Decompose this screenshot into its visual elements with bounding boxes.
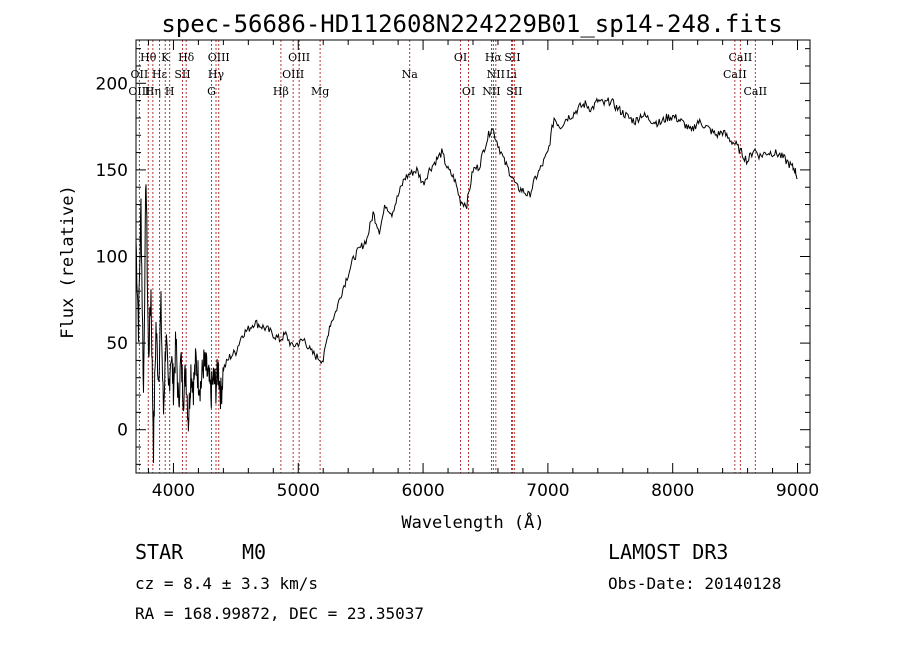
x-tick-label: 7000	[526, 481, 569, 501]
spectral-line-label: NII	[482, 85, 500, 98]
y-tick-label: 100	[96, 248, 128, 268]
x-axis-label: Wavelength (Å)	[401, 511, 544, 533]
spectral-line-label: OI	[454, 51, 467, 64]
spectral-line-label: OIII	[208, 51, 230, 64]
observation-date: Obs-Date: 20140128	[608, 574, 781, 593]
survey-name: LAMOST DR3	[608, 540, 728, 564]
spectral-line-label: Hγ	[208, 68, 225, 81]
spectrum-line	[135, 97, 798, 464]
y-tick-label: 0	[117, 421, 128, 441]
spectral-line-label: Mg	[311, 85, 329, 98]
spectrum-series	[135, 97, 798, 464]
spectral-line-label: CaII	[729, 51, 753, 64]
spectral-line-label: OI	[462, 85, 475, 98]
spectral-line-markers: Hθ OII OIII K Hε Hη SII H Hδ OIII Hγ G Hβ OIII OIII Mg N…	[128, 40, 767, 473]
spectral-line-label: OIII	[282, 68, 304, 81]
spectral-line-label: H	[165, 85, 175, 98]
y-axis: 0 50 100 150 200	[96, 48, 810, 465]
ra-dec: RA = 168.99872, DEC = 23.35037	[135, 604, 424, 623]
spectral-line-label: Na	[402, 68, 419, 81]
object-class: STAR	[135, 540, 184, 564]
y-tick-label: 200	[96, 74, 128, 94]
spectral-line-label: CaII	[723, 68, 747, 81]
spectral-line-label: Hθ	[140, 51, 157, 64]
x-tick-label: 8000	[651, 481, 694, 501]
spectral-line-label: NII	[487, 68, 505, 81]
x-tick-label: 9000	[776, 481, 819, 501]
spectral-line-label: Hβ	[273, 85, 289, 98]
spectral-line-label: SII	[506, 85, 522, 98]
y-tick-label: 50	[106, 334, 128, 354]
y-tick-label: 150	[96, 161, 128, 181]
spectral-line-label: Li	[506, 68, 517, 81]
spectral-line-label: OIII	[128, 85, 150, 98]
chart-title: spec-56686-HD112608N224229B01_sp14-248.f…	[161, 10, 782, 38]
x-axis: 4000 5000 6000 7000 8000 9000	[147, 40, 819, 501]
spectral-line-label: Hε	[152, 68, 168, 81]
x-tick-label: 6000	[401, 481, 444, 501]
redshift-cz: cz = 8.4 ± 3.3 km/s	[135, 574, 318, 593]
x-tick-label: 4000	[152, 481, 195, 501]
spectral-line-label: OII	[131, 68, 149, 81]
plot-frame	[135, 39, 811, 474]
object-subclass: M0	[242, 540, 266, 564]
x-tick-label: 5000	[277, 481, 320, 501]
spectral-line-label: CaII	[743, 85, 767, 98]
spectral-line-label: K	[161, 51, 170, 64]
spectral-line-label: Hη	[145, 85, 161, 98]
spectral-line-label: SII	[504, 51, 520, 64]
spectral-line-label: G	[207, 85, 216, 98]
spectral-line-label: Hδ	[178, 51, 195, 64]
spectral-line-label: Hα	[485, 51, 503, 64]
spectral-line-label: OIII	[288, 51, 310, 64]
spectral-line-label: SII	[174, 68, 190, 81]
y-axis-label: Flux (relative)	[58, 185, 78, 339]
